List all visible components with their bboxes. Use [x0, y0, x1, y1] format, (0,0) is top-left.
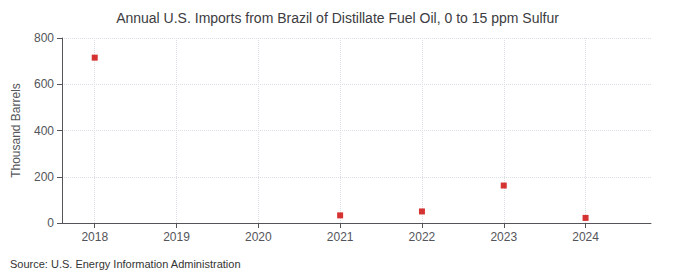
svg-text:800: 800	[34, 31, 54, 45]
svg-text:400: 400	[34, 124, 54, 138]
svg-text:2020: 2020	[245, 230, 272, 244]
svg-text:0: 0	[47, 216, 54, 230]
svg-text:Annual U.S. Imports from Brazi: Annual U.S. Imports from Brazil of Disti…	[116, 10, 559, 26]
svg-text:2023: 2023	[490, 230, 517, 244]
svg-text:2024: 2024	[572, 230, 599, 244]
svg-text:2019: 2019	[163, 230, 190, 244]
svg-text:200: 200	[34, 170, 54, 184]
svg-text:2021: 2021	[327, 230, 354, 244]
svg-text:2018: 2018	[81, 230, 108, 244]
svg-text:2022: 2022	[409, 230, 436, 244]
svg-text:Thousand Barrels: Thousand Barrels	[9, 83, 23, 178]
svg-text:Source: U.S. Energy Informatio: Source: U.S. Energy Information Administ…	[10, 258, 241, 270]
svg-text:600: 600	[34, 77, 54, 91]
